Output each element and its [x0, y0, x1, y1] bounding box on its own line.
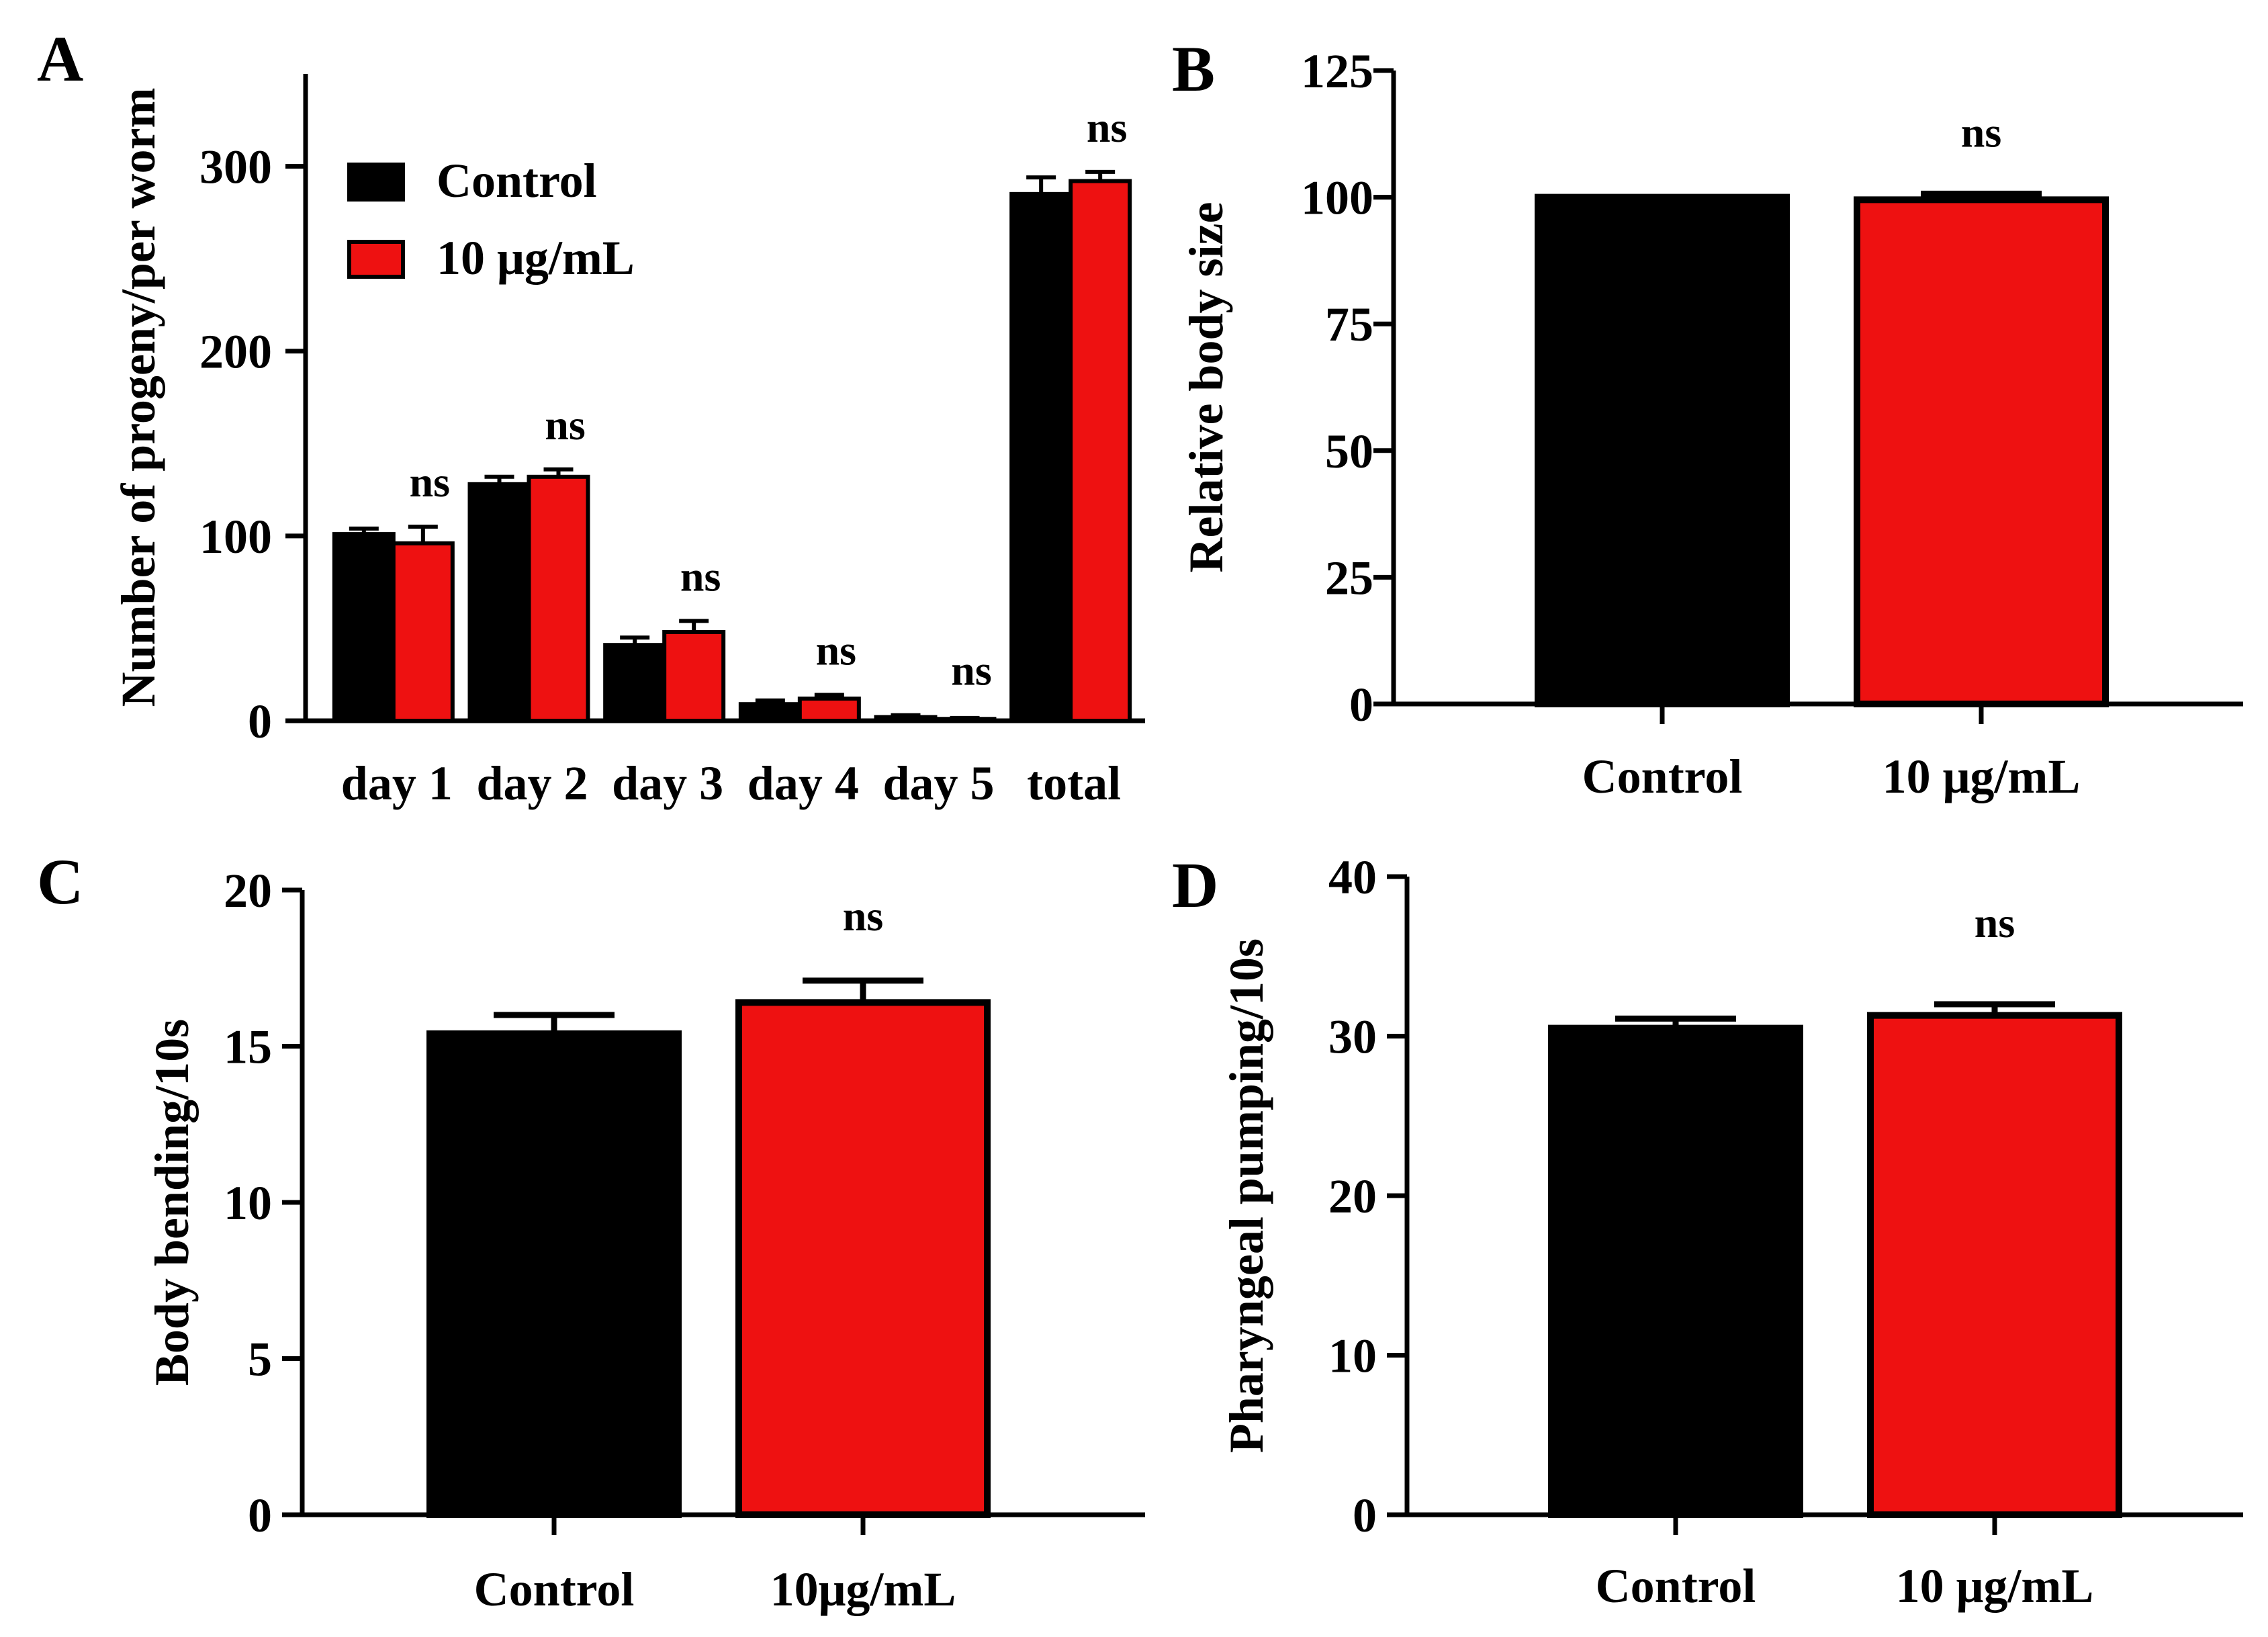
x-tick-label: Control: [1596, 1559, 1756, 1613]
bar-control: [738, 702, 802, 723]
y-tick-label: 100: [199, 510, 272, 564]
chart-panel-a: A 0 100 200 300 Number of progeny/per worm ns d…: [37, 23, 1145, 810]
bar-treated: [527, 474, 590, 723]
y-tick-label: 75: [1325, 298, 1373, 351]
bar-treated: [735, 999, 991, 1518]
legend-label: Control: [437, 154, 597, 208]
bar-control: [426, 1030, 682, 1518]
significance-label: ns: [816, 626, 857, 674]
x-tick-label: 10 μg/mL: [1883, 750, 2081, 803]
bar-control: [874, 715, 938, 723]
significance-label: ns: [1087, 103, 1128, 151]
panel-letter: A: [37, 23, 83, 95]
bar-treated: [797, 696, 861, 723]
y-tick-label: 0: [1349, 678, 1373, 732]
y-tick-label: 15: [224, 1020, 272, 1074]
y-tick-label: 0: [1353, 1489, 1377, 1542]
x-tick-label: day 5: [882, 756, 994, 810]
bar-treated: [1069, 179, 1132, 723]
significance-label: ns: [545, 401, 586, 449]
bar-control: [1009, 191, 1073, 723]
y-tick-label: 300: [199, 140, 272, 194]
x-tick-label: day 3: [612, 756, 723, 810]
bar-treated: [662, 629, 726, 723]
y-tick-label: 125: [1301, 44, 1373, 98]
bar-treated: [1867, 1012, 2122, 1518]
significance-label: ns: [410, 458, 451, 506]
legend-label: 10 μg/mL: [437, 231, 635, 285]
significance-label: ns: [680, 552, 721, 600]
y-tick-label: 40: [1328, 850, 1377, 904]
y-axis-title: Body bending/10s: [145, 1019, 199, 1386]
x-tick-label: 10 μg/mL: [1896, 1559, 2094, 1613]
y-tick-label: 20: [1328, 1169, 1377, 1223]
x-tick-label: Control: [1582, 750, 1743, 803]
y-axis-title: Relative body size: [1179, 202, 1233, 573]
bar-control: [467, 482, 531, 723]
x-tick-label: day 4: [747, 756, 859, 810]
chart-panel-d: D 0 10 20 30 40 Pharyngeal pumping/10s Control 1…: [1172, 849, 2243, 1613]
y-tick-label: 100: [1301, 171, 1373, 225]
bar-treated: [391, 541, 455, 723]
y-tick-label: 0: [248, 695, 272, 748]
panel-letter: D: [1172, 849, 1218, 921]
y-tick-label: 10: [1328, 1329, 1377, 1383]
y-tick-label: 10: [224, 1176, 272, 1230]
panel-letter: C: [37, 846, 83, 918]
bar-control: [603, 643, 667, 723]
bar-control: [1535, 193, 1790, 708]
y-axis-title: Pharyngeal pumping/10s: [1220, 938, 1273, 1453]
legend-swatch-control: [347, 163, 405, 202]
bar-control: [332, 532, 396, 723]
y-tick-label: 5: [248, 1333, 272, 1386]
x-tick-label: Control: [474, 1562, 635, 1616]
y-axis-title: Number of progeny/per worm: [111, 88, 165, 707]
significance-label: ns: [1975, 899, 2015, 946]
y-tick-label: 30: [1328, 1010, 1377, 1064]
y-tick-label: 20: [224, 864, 272, 918]
y-tick-label: 200: [199, 325, 272, 379]
y-tick-label: 25: [1325, 551, 1373, 605]
significance-label: ns: [1961, 108, 2002, 156]
panel-letter: B: [1172, 33, 1215, 105]
x-tick-label: 10μg/mL: [770, 1562, 956, 1616]
significance-label: ns: [843, 892, 884, 940]
x-tick-label: total: [1027, 756, 1121, 810]
y-tick-label: 50: [1325, 425, 1373, 478]
x-tick-label: day 2: [476, 756, 588, 810]
chart-panel-b: B 0 25 50 75 100 125 Relative body size Control 1…: [1172, 33, 2243, 803]
significance-label: ns: [951, 647, 992, 695]
x-tick-label: day 1: [341, 756, 453, 810]
chart-panel-c: C 0 5 10 15 20 Body bending/10s Control 10μg/mL n…: [37, 846, 1145, 1616]
bar-control: [1548, 1024, 1803, 1518]
bar-treated: [1854, 196, 2109, 707]
legend-swatch-treated: [347, 240, 405, 279]
y-tick-label: 0: [248, 1489, 272, 1542]
